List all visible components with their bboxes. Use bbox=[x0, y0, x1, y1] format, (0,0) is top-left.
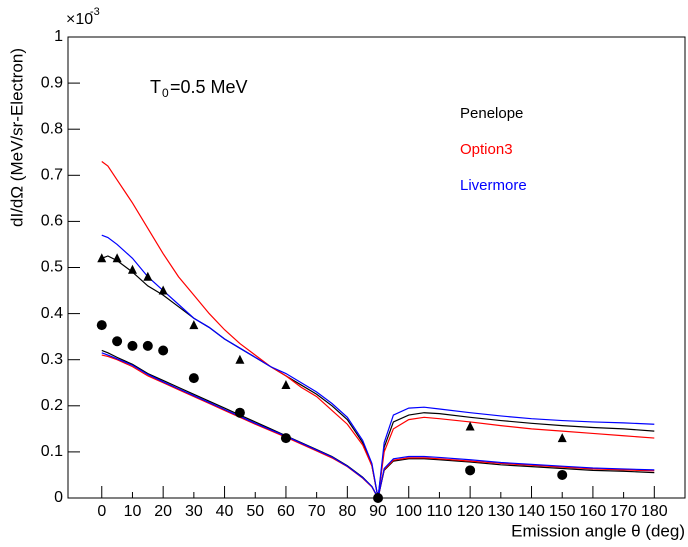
data-marker bbox=[465, 465, 476, 476]
y-tick-label: 0.4 bbox=[41, 305, 63, 322]
data-marker bbox=[189, 320, 199, 330]
data-marker bbox=[158, 345, 169, 356]
data-marker bbox=[127, 340, 138, 351]
axis-exponent: -3 bbox=[90, 6, 100, 18]
data-marker bbox=[112, 253, 122, 263]
x-tick-label: 100 bbox=[395, 503, 422, 520]
y-tick-label: 0.9 bbox=[41, 74, 63, 91]
x-tick-label: 160 bbox=[580, 503, 607, 520]
annotation-subscript: 0 bbox=[162, 86, 169, 100]
x-tick-label: 10 bbox=[124, 503, 142, 520]
data-marker bbox=[281, 380, 291, 390]
series-line bbox=[101, 354, 655, 500]
data-marker bbox=[142, 340, 153, 351]
series-line bbox=[101, 234, 655, 499]
series-line bbox=[101, 352, 655, 500]
data-marker bbox=[235, 354, 245, 364]
data-marker bbox=[158, 285, 168, 295]
data-marker bbox=[143, 271, 153, 281]
x-tick-label: 30 bbox=[185, 503, 203, 520]
annotation-symbol: T bbox=[150, 77, 161, 97]
x-tick-label: 60 bbox=[277, 503, 295, 520]
legend-label: Option3 bbox=[460, 141, 513, 158]
y-tick-label: 0.1 bbox=[41, 443, 63, 460]
data-marker bbox=[112, 336, 123, 347]
series-line bbox=[101, 160, 655, 499]
data-marker bbox=[557, 469, 568, 480]
x-tick-label: 50 bbox=[246, 503, 264, 520]
data-marker bbox=[280, 433, 291, 444]
y-tick-label: 0.7 bbox=[41, 167, 63, 184]
y-tick-label: 1 bbox=[54, 28, 63, 45]
x-tick-label: 80 bbox=[338, 503, 356, 520]
x-axis-label: Emission angle θ (deg) bbox=[511, 521, 685, 540]
data-marker bbox=[188, 373, 199, 384]
data-marker bbox=[234, 407, 245, 418]
data-marker bbox=[127, 264, 137, 274]
x-tick-label: 90 bbox=[369, 503, 387, 520]
y-tick-label: 0.2 bbox=[41, 397, 63, 414]
x-tick-label: 110 bbox=[427, 503, 453, 520]
y-tick-label: 0 bbox=[54, 489, 63, 506]
data-marker bbox=[557, 433, 567, 443]
series-line bbox=[101, 255, 655, 499]
x-tick-label: 150 bbox=[549, 503, 576, 520]
legend-label: Livermore bbox=[460, 177, 527, 194]
x-tick-label: 170 bbox=[610, 503, 637, 520]
x-tick-label: 20 bbox=[154, 503, 172, 520]
series-line bbox=[101, 349, 655, 500]
data-marker bbox=[96, 320, 107, 331]
plot-frame bbox=[67, 36, 686, 499]
x-tick-label: 140 bbox=[518, 503, 545, 520]
x-tick-label: 0 bbox=[97, 503, 106, 520]
data-marker bbox=[373, 493, 384, 503]
y-tick-label: 0.8 bbox=[41, 120, 63, 137]
y-tick-label: 0.3 bbox=[41, 351, 63, 368]
data-marker bbox=[465, 421, 475, 431]
axis-multiplier: ×10 bbox=[66, 11, 93, 28]
x-tick-label: 180 bbox=[641, 503, 668, 520]
x-tick-label: 120 bbox=[457, 503, 484, 520]
x-tick-label: 70 bbox=[308, 503, 326, 520]
x-tick-label: 130 bbox=[487, 503, 514, 520]
x-tick-label: 40 bbox=[216, 503, 234, 520]
annotation-text: =0.5 MeV bbox=[170, 77, 248, 97]
y-axis-label: dI/dΩ (MeV/sr-Electron) bbox=[7, 48, 26, 227]
y-tick-label: 0.5 bbox=[41, 259, 63, 276]
legend-label: Penelope bbox=[460, 105, 523, 122]
data-marker bbox=[97, 253, 107, 263]
y-tick-label: 0.6 bbox=[41, 213, 63, 230]
